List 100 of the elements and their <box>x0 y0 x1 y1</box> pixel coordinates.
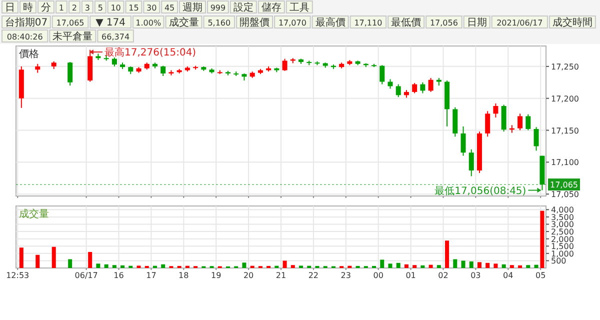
y-tick-label: 3,500 <box>551 212 574 222</box>
bar <box>445 240 450 268</box>
bar <box>404 264 408 268</box>
bar <box>388 264 392 268</box>
candlestick <box>526 114 531 131</box>
y-tick-label: 1,500 <box>551 242 574 252</box>
bar <box>428 264 433 268</box>
y-tick-label: 17,150 <box>551 126 579 136</box>
text: 999 <box>210 4 226 12</box>
x-tick-label: 06/17 <box>74 271 98 280</box>
candlestick <box>534 126 539 152</box>
text: 最低價 <box>391 18 422 28</box>
annotation: 最低17,056(08:45) <box>434 186 526 197</box>
text: 設定 <box>233 2 254 14</box>
y-tick-label: 4,000 <box>551 206 574 215</box>
x-tick-label: 12:53 <box>6 271 30 280</box>
bar <box>380 260 384 268</box>
x-tick-label: 19 <box>211 271 222 280</box>
bar <box>486 262 490 268</box>
bar <box>540 210 544 268</box>
bar <box>436 265 441 268</box>
text: 1 <box>58 4 64 12</box>
x-tick-label: 01 <box>406 271 416 280</box>
candlestick <box>468 148 474 177</box>
bar <box>120 265 125 268</box>
text: 1.00% <box>136 18 162 28</box>
text: 08:40:26 <box>6 32 43 42</box>
text: 17,070 <box>278 18 306 28</box>
text: 17,110 <box>354 18 382 28</box>
x-tick-label: 02 <box>438 271 448 280</box>
candlestick <box>493 102 498 118</box>
text: 日 <box>5 2 15 14</box>
bar <box>112 265 116 268</box>
y-tick-label: 2,500 <box>551 228 574 237</box>
ref-line-label: 17,065 <box>550 180 578 190</box>
bar <box>19 248 24 268</box>
bar <box>526 265 530 268</box>
annotation: 最高17,276(15:04) <box>104 46 196 58</box>
bar <box>494 264 498 268</box>
bar <box>282 260 287 268</box>
candlestick <box>501 104 506 132</box>
text: 2021/06/17 <box>496 18 543 28</box>
text: 5,160 <box>208 18 231 28</box>
candlestick <box>460 126 466 156</box>
text: 最高價 <box>315 16 346 28</box>
y-axis-title: 成交量 <box>19 208 49 220</box>
bar <box>510 265 514 268</box>
y-tick-label: 1,000 <box>551 249 574 258</box>
text: 17,065 <box>56 18 84 28</box>
text: 工具 <box>289 2 310 14</box>
x-tick-label: 20 <box>243 271 254 280</box>
bar <box>412 265 417 268</box>
x-tick-label: 21 <box>276 271 286 280</box>
text: 儲存 <box>261 2 282 14</box>
candlestick <box>388 78 393 90</box>
text: 台指期07 <box>4 16 48 28</box>
candlestick <box>485 110 490 138</box>
text: 日期 <box>466 16 487 28</box>
x-tick-label: 16 <box>114 271 124 280</box>
bar <box>161 264 166 268</box>
text: 開盤價 <box>240 16 270 28</box>
candlestick <box>282 58 288 72</box>
x-tick-label: 18 <box>178 271 189 280</box>
text: 66,374 <box>102 32 130 42</box>
bar <box>396 262 400 268</box>
y-tick-label: 3,000 <box>551 220 574 230</box>
text: 30 <box>146 4 157 12</box>
text: 未平倉量 <box>52 30 93 42</box>
bar <box>88 252 92 268</box>
text: 成交時間 <box>552 16 592 28</box>
y-tick-label: 17,100 <box>551 158 579 168</box>
y-tick-label: 17,200 <box>551 94 579 104</box>
bar <box>242 262 246 268</box>
text: 分 <box>41 2 51 14</box>
bar <box>461 260 466 268</box>
y-axis-title: 價格 <box>19 48 39 60</box>
x-tick-label: 17 <box>146 271 156 280</box>
text: 5 <box>98 4 103 12</box>
bar <box>36 254 40 268</box>
bar <box>502 264 506 268</box>
bar <box>68 259 72 268</box>
x-tick-label: 00 <box>373 271 384 280</box>
text: 成交量 <box>168 16 199 28</box>
x-tick-label: 22 <box>308 271 319 280</box>
candlestick <box>420 82 426 94</box>
bar <box>104 264 108 268</box>
candlestick <box>396 84 401 98</box>
bar <box>469 261 474 268</box>
bar <box>453 259 458 268</box>
y-tick-label: 17,050 <box>551 190 579 200</box>
text: 17,056 <box>430 18 458 28</box>
y-tick-label: 2,000 <box>551 234 574 244</box>
text: 15 <box>128 4 139 12</box>
y-tick-label: 500 <box>551 256 566 266</box>
text: 2 <box>72 4 77 12</box>
candlestick <box>68 61 73 86</box>
x-tick-label: 05 <box>536 271 546 280</box>
bar <box>420 265 425 268</box>
x-tick-label: 04 <box>503 271 514 280</box>
text: ▼ 174 <box>96 18 126 28</box>
